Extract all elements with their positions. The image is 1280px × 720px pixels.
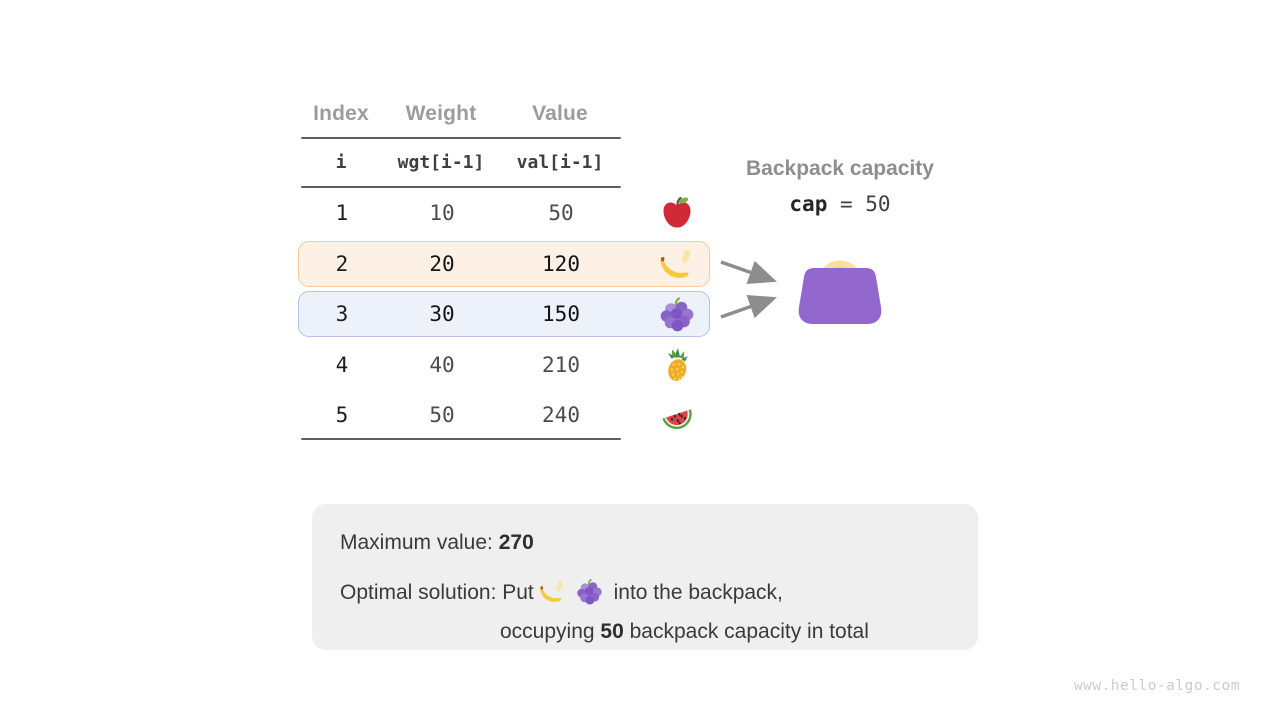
grapes-icon — [633, 296, 721, 333]
cell-weight: 40 — [429, 352, 455, 377]
backpack-icon — [798, 260, 882, 324]
grapes-icon — [576, 578, 603, 611]
capacity-variable: cap — [789, 192, 828, 216]
optimal-prefix: Optimal solution: Put — [340, 580, 534, 604]
table-header-row: Index Weight Value — [298, 90, 710, 137]
cell-value: 120 — [542, 251, 580, 276]
code-header-weight: wgt[i-1] — [397, 151, 485, 173]
code-header-index: i — [335, 151, 347, 173]
occupy-value: 50 — [600, 620, 624, 643]
row-item-4: 4 40 210 — [298, 342, 710, 388]
cell-weight: 30 — [429, 302, 455, 327]
table-row: 2 20 120 — [298, 239, 710, 290]
table-divider — [301, 438, 621, 440]
capacity-operator: = — [827, 192, 866, 216]
banana-icon — [633, 246, 721, 282]
row-item-3-selected: 3 30 150 — [298, 291, 710, 338]
cell-index: 5 — [335, 403, 349, 428]
table-row: 1 10 50 — [298, 188, 710, 239]
occupy-suffix: backpack capacity in total — [623, 620, 869, 643]
selection-arrows — [720, 260, 777, 319]
watermark: www.hello-algo.com — [1073, 678, 1240, 694]
row-item-2-selected: 2 20 120 — [298, 240, 710, 287]
capacity-equation: cap = 50 — [704, 192, 976, 216]
table-row: 5 50 240 — [298, 390, 710, 441]
cell-index: 1 — [335, 201, 349, 226]
table-row: 3 30 150 — [298, 289, 710, 340]
table-rows: 1 10 50 2 20 120 3 30 150 4 — [298, 188, 710, 441]
table-code-header-row: i wgt[i-1] val[i-1] — [298, 139, 710, 185]
item-table: Index Weight Value i wgt[i-1] val[i-1] 1… — [298, 90, 710, 450]
code-header-value: val[i-1] — [516, 151, 604, 173]
max-value-line: Maximum value: 270 — [340, 531, 978, 555]
cell-index: 4 — [335, 352, 349, 377]
header-index: Index — [313, 101, 369, 125]
cell-weight: 10 — [429, 201, 455, 226]
row-item-1: 1 10 50 — [298, 190, 710, 236]
backpack-capacity-title: Backpack capacity — [746, 157, 934, 180]
cell-value: 210 — [542, 352, 580, 377]
banana-icon — [539, 578, 566, 611]
pineapple-icon — [633, 346, 721, 383]
row-item-5: 5 50 240 — [298, 392, 710, 438]
optimal-suffix: into the backpack, — [607, 580, 783, 604]
table-divider — [301, 186, 621, 188]
cell-value: 50 — [548, 201, 574, 226]
cell-value: 150 — [542, 302, 580, 327]
max-value-number: 270 — [498, 531, 534, 554]
occupy-prefix: occupying — [500, 620, 601, 643]
arrow-banana-to-bag — [720, 260, 777, 284]
cell-value: 240 — [542, 403, 580, 428]
table-divider — [301, 137, 621, 139]
arrow-grapes-to-bag — [720, 295, 777, 319]
occupy-line: occupying 50 backpack capacity in total — [500, 620, 978, 644]
capacity-value: 50 — [865, 192, 891, 216]
optimal-solution-line: Optimal solution: Put into the backpack, — [340, 576, 978, 609]
header-weight: Weight — [405, 101, 477, 125]
result-summary-box: Maximum value: 270 Optimal solution: Put… — [312, 504, 978, 650]
max-value-label: Maximum value: — [340, 531, 499, 554]
cell-index: 3 — [335, 302, 349, 327]
table-row: 4 40 210 — [298, 340, 710, 391]
watermelon-icon — [633, 397, 721, 434]
cell-index: 2 — [335, 251, 349, 276]
cell-weight: 20 — [429, 251, 455, 276]
cell-weight: 50 — [429, 403, 455, 428]
header-value: Value — [532, 101, 588, 125]
